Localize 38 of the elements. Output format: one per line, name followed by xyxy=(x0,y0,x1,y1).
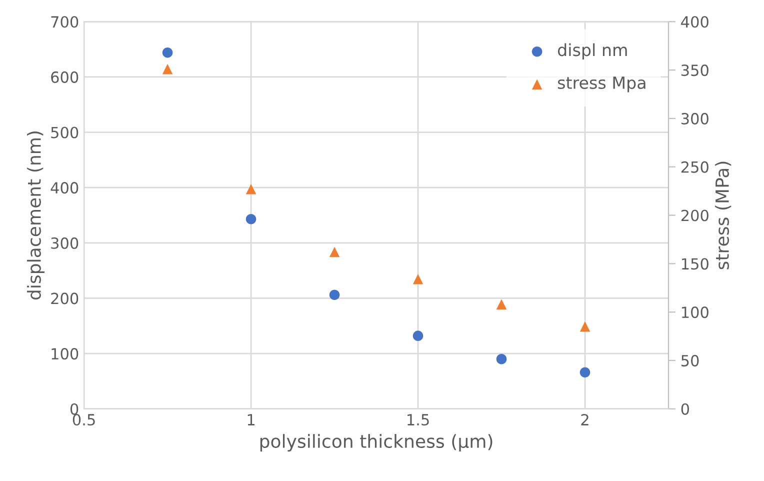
y2-tick-label: 100 xyxy=(682,306,708,318)
point xyxy=(496,299,507,310)
point xyxy=(246,184,256,194)
y2-tick-label: 350 xyxy=(681,64,708,76)
y-tick-label: 200 xyxy=(51,292,78,304)
y-tick-label: 700 xyxy=(51,16,78,28)
point xyxy=(329,246,340,258)
point xyxy=(496,354,507,364)
point xyxy=(246,214,256,224)
y2-tick-label: 200 xyxy=(681,210,708,222)
point xyxy=(412,274,424,284)
y2-tick-label: 250 xyxy=(681,161,708,173)
x-tick-label: 2 xyxy=(581,414,588,426)
legend-label: stress Mpa xyxy=(558,76,646,92)
y2-tick-label: 300 xyxy=(681,112,708,124)
y-tick-label: 400 xyxy=(50,182,78,194)
point xyxy=(329,290,340,300)
point xyxy=(162,47,173,58)
y2-tick-label: 150 xyxy=(682,258,708,270)
y-axis-title: displacement (nm) xyxy=(26,132,44,300)
y2-axis-title: stress (MPa) xyxy=(715,162,732,270)
y-tick-label: 100 xyxy=(52,348,78,360)
x-axis-title: polysilicon thickness (µm) xyxy=(260,434,492,452)
point xyxy=(412,330,424,341)
y2-tick-label: 50 xyxy=(681,354,699,366)
x-tick-label: 1.5 xyxy=(408,414,429,426)
y-tick-label: 0 xyxy=(70,403,78,415)
x-tick-label: 0.5 xyxy=(72,414,95,426)
point xyxy=(580,367,590,378)
x-tick-label: 1 xyxy=(248,414,254,426)
y-tick-label: 500 xyxy=(51,126,78,138)
y2-tick-label: 0 xyxy=(681,403,690,415)
y-tick-label: 600 xyxy=(51,71,78,83)
point xyxy=(580,321,590,332)
legend-label: displ nm xyxy=(558,43,627,60)
y-tick-label: 300 xyxy=(51,237,78,249)
y2-tick-label: 400 xyxy=(681,16,708,28)
point xyxy=(162,64,173,74)
